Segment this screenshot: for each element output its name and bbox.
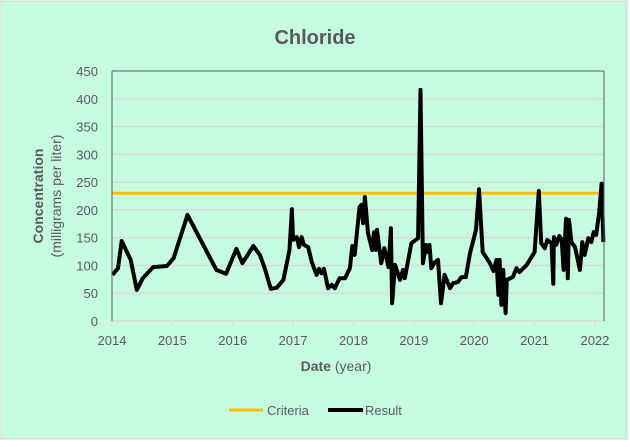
x-tick-label: 2018 [339,333,368,348]
x-tick-labels: 2014 2015 2016 2017 2018 2019 2020 2021 2022 [98,333,610,348]
y-tick-label: 350 [76,120,98,135]
y-axis-unit: (milligrams per liter) [48,135,64,258]
x-tick-label: 2014 [98,333,127,348]
y-tick-label: 150 [76,231,98,246]
x-tick-label: 2020 [460,333,489,348]
y-tick-label: 200 [76,203,98,218]
y-tick-label: 100 [76,258,98,273]
gridlines [111,98,604,326]
y-tick-label: 0 [91,314,98,329]
legend-result-label: Result [365,403,402,418]
x-tick-label: 2015 [158,333,187,348]
y-axis-label: Concentration [30,149,46,244]
chart-title: Chloride [274,27,355,49]
y-tick-labels: 0 50 100 150 200 250 300 350 400 450 [76,64,98,329]
y-tick-label: 400 [76,92,98,107]
x-tick-label: 2022 [580,333,609,348]
y-tick-label: 250 [76,175,98,190]
x-tick-label: 2017 [279,333,308,348]
y-tick-label: 450 [76,64,98,79]
series-line-result [111,87,606,316]
x-axis-label: Date [301,358,332,374]
x-tick-label: 2019 [399,333,428,348]
x-axis-unit: (year) [335,358,372,374]
y-axis-title: Concentration (milligrams per liter) [30,135,64,258]
x-tick-label: 2021 [520,333,549,348]
x-tick-label: 2016 [218,333,247,348]
legend: Criteria Result [229,403,402,418]
x-axis-title: Date (year) [301,358,372,374]
y-tick-label: 50 [84,286,98,301]
y-tick-label: 300 [76,147,98,162]
legend-criteria-label: Criteria [267,403,310,418]
series-layer [111,87,606,316]
